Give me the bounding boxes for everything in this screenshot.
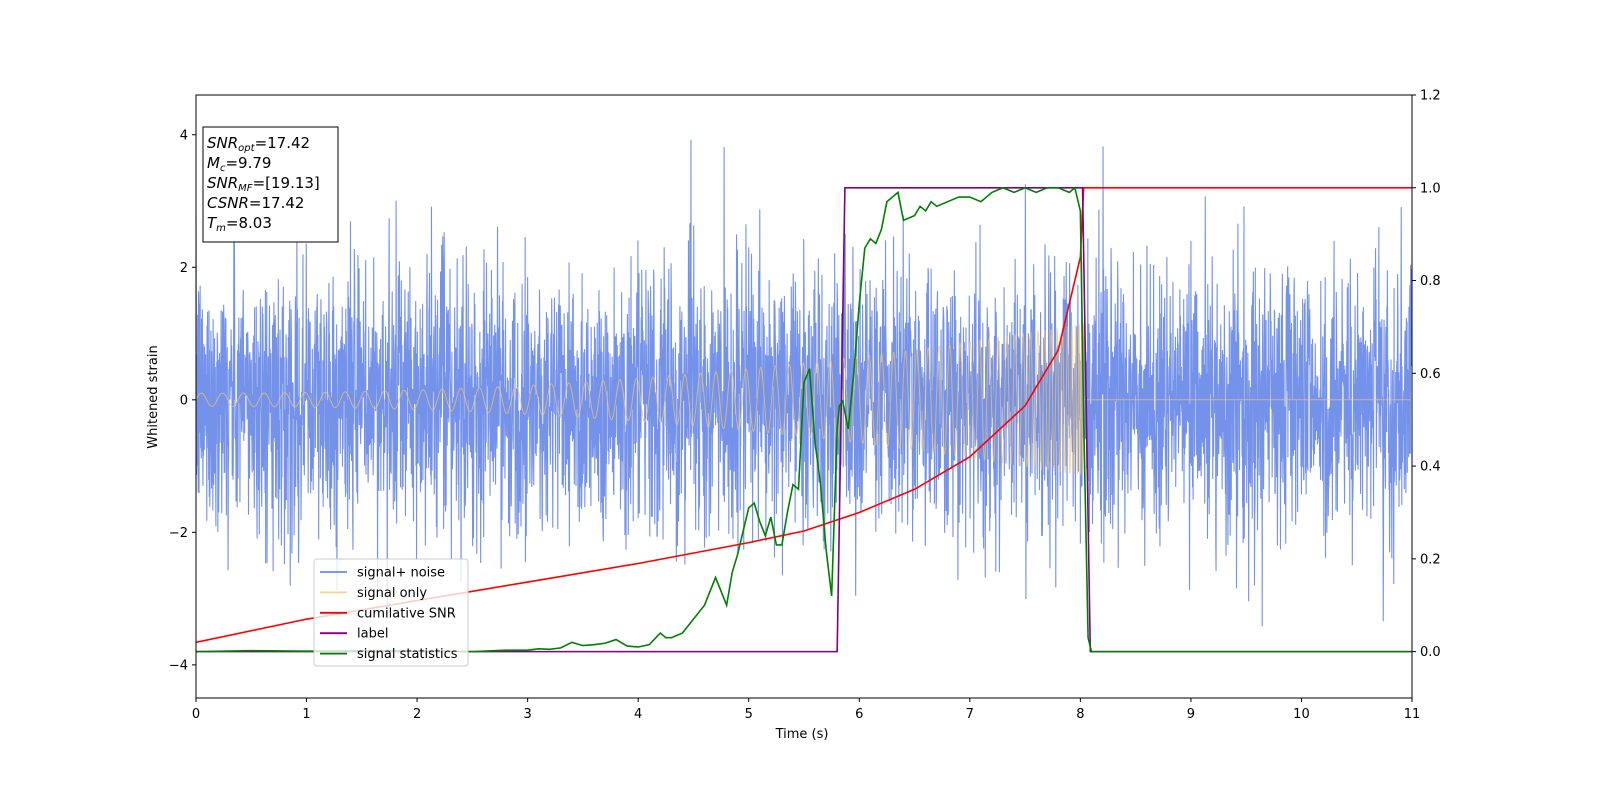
series-cumilative-snr-line — [196, 186, 1412, 644]
legend: signal+ noise signal only cumilative SNR la… — [313, 558, 469, 667]
x-tick-label: 2 — [413, 707, 421, 722]
series-signal-only-line — [196, 323, 1412, 476]
y-right-tick-label: 0.0 — [1420, 645, 1441, 660]
y-right-tick-label: 0.8 — [1420, 274, 1441, 289]
x-tick-label: 3 — [523, 707, 531, 722]
y-left-tick-label: −2 — [169, 526, 188, 541]
stats-annotation-box: SNRopt=17.42Mc=9.79SNRMF=[19.13]CSNR=17.… — [202, 126, 339, 243]
y-left-tick-label: 2 — [180, 261, 188, 276]
legend-frame — [313, 558, 469, 667]
y-left-tick-label: 0 — [180, 393, 188, 408]
y-right-tick-label: 1.2 — [1420, 89, 1441, 104]
annotation-line: CSNR=17.42 — [207, 194, 304, 212]
legend-label: signal+ noise — [357, 566, 445, 581]
x-tick-label: 9 — [1187, 707, 1195, 722]
x-tick-label: 5 — [745, 707, 753, 722]
legend-label: signal statistics — [357, 647, 458, 662]
annotation-line: SNRopt=17.42 — [207, 134, 310, 154]
x-tick-label: 10 — [1293, 707, 1310, 722]
series-layer — [196, 139, 1412, 653]
x-tick-label: 11 — [1404, 707, 1421, 722]
series-signal-statistics-line — [196, 186, 1412, 653]
x-axis: 0 1 2 3 4 5 6 7 8 9 10 11 — [192, 698, 1420, 722]
y-left-tick-label: 4 — [180, 128, 188, 143]
x-tick-label: 6 — [855, 707, 863, 722]
annotation-line: SNRMF=[19.13] — [207, 174, 320, 194]
y-right-tick-label: 1.0 — [1420, 181, 1441, 196]
y-right-tick-label: 0.6 — [1420, 367, 1441, 382]
y-axis-left: −4 −2 0 2 4 — [169, 128, 196, 673]
y-axis-right: 0.0 0.2 0.4 0.6 0.8 1.0 1.2 — [1412, 89, 1441, 660]
y-right-tick-label: 0.2 — [1420, 552, 1441, 567]
x-tick-label: 0 — [192, 707, 200, 722]
x-tick-label: 8 — [1076, 707, 1084, 722]
legend-label: cumilative SNR — [357, 606, 456, 621]
x-axis-label: Time (s) — [775, 727, 829, 742]
annotation-line: Mc=9.79 — [207, 154, 271, 174]
annotation-frame — [202, 126, 339, 243]
y-axis-left-label: Whitened strain — [146, 345, 161, 448]
series-signal-noise-line — [196, 139, 1412, 627]
annotation-line: Tm=8.03 — [207, 214, 272, 234]
plot-frame — [195, 94, 1413, 699]
y-left-tick-label: −4 — [169, 658, 188, 673]
x-tick-label: 4 — [634, 707, 642, 722]
x-tick-label: 1 — [302, 707, 310, 722]
legend-label: signal only — [357, 586, 427, 601]
x-tick-label: 7 — [966, 707, 974, 722]
y-right-tick-label: 0.4 — [1420, 460, 1441, 475]
legend-label: label — [357, 627, 388, 642]
